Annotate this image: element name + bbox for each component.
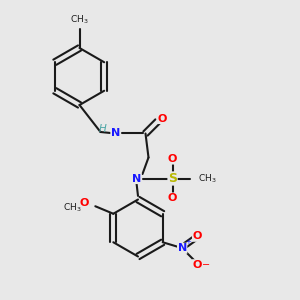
Text: N: N [132, 173, 141, 184]
Text: O: O [80, 198, 89, 208]
Text: O: O [168, 154, 177, 164]
Text: −: − [202, 260, 210, 270]
Text: H: H [99, 124, 106, 134]
Text: CH$_3$: CH$_3$ [70, 13, 89, 26]
Text: O: O [168, 193, 177, 203]
Text: N: N [111, 128, 120, 139]
Text: CH$_3$: CH$_3$ [198, 172, 217, 185]
Text: CH$_3$: CH$_3$ [63, 202, 82, 214]
Text: O: O [193, 260, 202, 270]
Text: +: + [185, 239, 191, 245]
Text: S: S [168, 172, 177, 185]
Text: N: N [178, 243, 187, 253]
Text: O: O [157, 113, 167, 124]
Text: O: O [193, 231, 202, 241]
